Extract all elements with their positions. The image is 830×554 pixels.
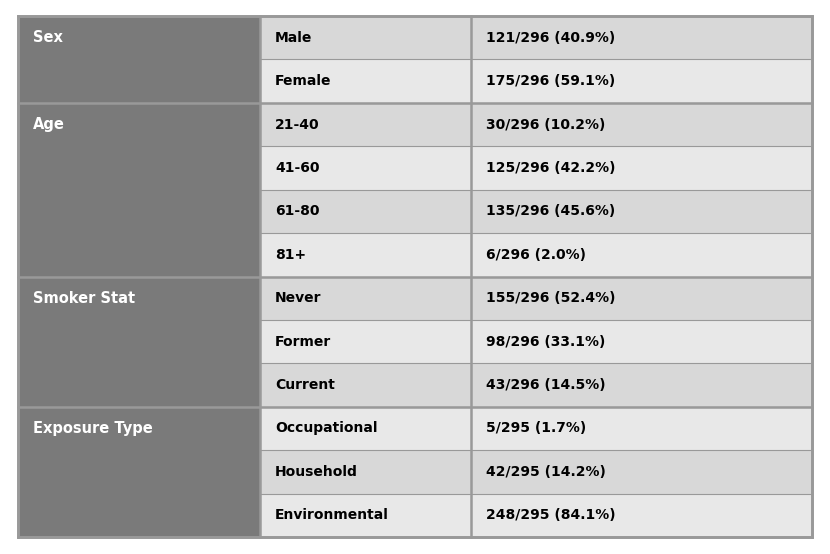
Text: Former: Former: [276, 335, 331, 348]
Text: Occupational: Occupational: [276, 422, 378, 435]
Text: 155/296 (52.4%): 155/296 (52.4%): [486, 291, 615, 305]
Bar: [260, 450, 471, 494]
Bar: [260, 103, 471, 146]
Bar: [18, 407, 260, 537]
Text: Never: Never: [276, 291, 322, 305]
Bar: [260, 407, 471, 450]
Text: Smoker Stat: Smoker Stat: [33, 291, 135, 306]
Text: 135/296 (45.6%): 135/296 (45.6%): [486, 204, 615, 218]
Text: Age: Age: [33, 117, 65, 132]
Bar: [260, 494, 471, 537]
Bar: [260, 363, 471, 407]
Text: Male: Male: [276, 30, 313, 45]
Bar: [471, 494, 812, 537]
Text: 125/296 (42.2%): 125/296 (42.2%): [486, 161, 615, 175]
Text: 248/295 (84.1%): 248/295 (84.1%): [486, 508, 615, 522]
Bar: [260, 233, 471, 276]
Text: 42/295 (14.2%): 42/295 (14.2%): [486, 465, 605, 479]
Bar: [471, 233, 812, 276]
Text: 43/296 (14.5%): 43/296 (14.5%): [486, 378, 605, 392]
Text: Female: Female: [276, 74, 332, 88]
Bar: [471, 276, 812, 320]
Text: Environmental: Environmental: [276, 508, 389, 522]
Bar: [471, 16, 812, 59]
Bar: [471, 59, 812, 103]
Bar: [471, 103, 812, 146]
Text: Current: Current: [276, 378, 335, 392]
Bar: [471, 146, 812, 189]
Bar: [260, 59, 471, 103]
Bar: [18, 16, 260, 103]
Text: 81+: 81+: [276, 248, 306, 262]
Bar: [471, 363, 812, 407]
Text: Sex: Sex: [33, 30, 63, 45]
Bar: [471, 450, 812, 494]
Bar: [260, 16, 471, 59]
Text: Household: Household: [276, 465, 358, 479]
Text: 175/296 (59.1%): 175/296 (59.1%): [486, 74, 615, 88]
Text: Exposure Type: Exposure Type: [33, 421, 153, 436]
Bar: [18, 276, 260, 407]
Bar: [260, 320, 471, 363]
Bar: [471, 189, 812, 233]
Text: 61-80: 61-80: [276, 204, 320, 218]
Bar: [471, 407, 812, 450]
Bar: [260, 146, 471, 189]
Bar: [260, 276, 471, 320]
Text: 6/296 (2.0%): 6/296 (2.0%): [486, 248, 586, 262]
Text: 121/296 (40.9%): 121/296 (40.9%): [486, 30, 615, 45]
Text: 21-40: 21-40: [276, 117, 320, 131]
Bar: [18, 103, 260, 276]
Text: 5/295 (1.7%): 5/295 (1.7%): [486, 422, 586, 435]
Text: 30/296 (10.2%): 30/296 (10.2%): [486, 117, 605, 131]
Text: 98/296 (33.1%): 98/296 (33.1%): [486, 335, 605, 348]
Bar: [471, 320, 812, 363]
Bar: [260, 189, 471, 233]
Text: 41-60: 41-60: [276, 161, 320, 175]
